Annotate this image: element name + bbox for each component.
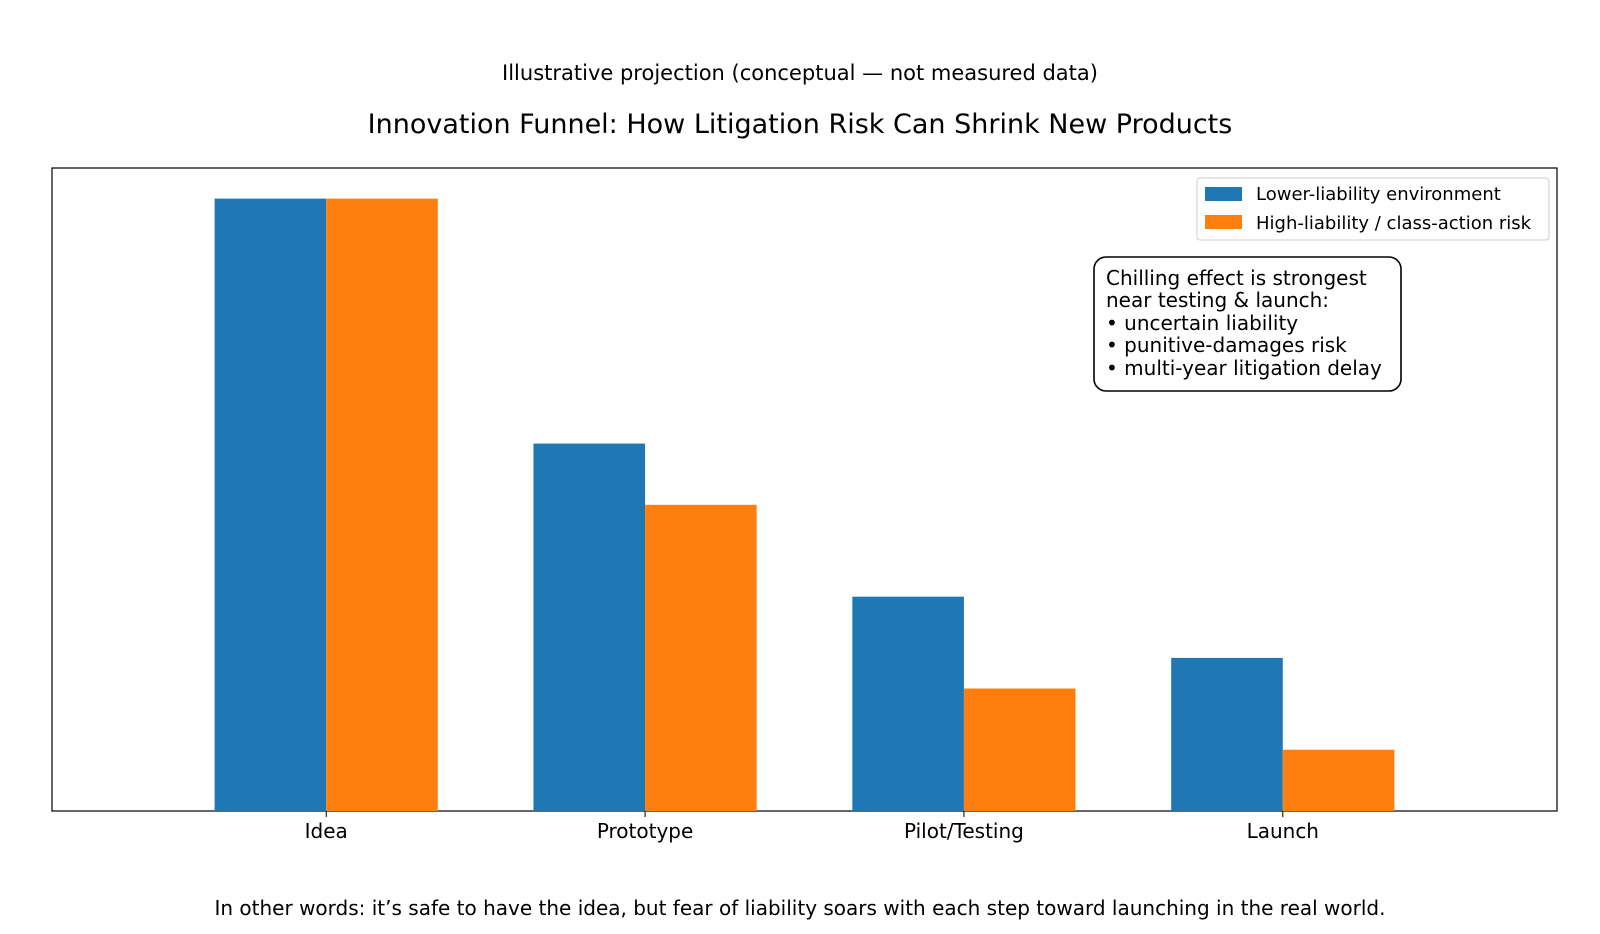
bar-launch-high-liability bbox=[1282, 749, 1395, 811]
chart-title: Innovation Funnel: How Litigation Risk C… bbox=[368, 109, 1233, 140]
legend-swatch-lower-liability bbox=[1205, 187, 1242, 201]
x-tick-label: Idea bbox=[305, 819, 348, 843]
legend-frame bbox=[1196, 177, 1550, 241]
legend-label-lower-liability: Lower-liability environment bbox=[1256, 184, 1501, 205]
legend: Lower-liability environment High-liabili… bbox=[1196, 177, 1550, 241]
x-tick-label: Prototype bbox=[597, 819, 693, 843]
x-axis-ticks: Idea Prototype Pilot/Testing Launch bbox=[305, 811, 1319, 843]
annotation-line-1: Chilling effect is strongest bbox=[1106, 266, 1367, 290]
legend-label-high-liability: High-liability / class-action risk bbox=[1256, 213, 1532, 234]
annotation-box: Chilling effect is strongest near testin… bbox=[1093, 256, 1402, 392]
chart-subtitle: Illustrative projection (conceptual — no… bbox=[502, 61, 1098, 85]
bar-pilot-testing-high-liability bbox=[963, 688, 1076, 811]
annotation-line-4: • punitive-damages risk bbox=[1106, 333, 1347, 357]
annotation-line-3: • uncertain liability bbox=[1106, 311, 1298, 335]
x-tick-label: Launch bbox=[1247, 819, 1319, 843]
bar-idea-high-liability bbox=[326, 198, 438, 811]
legend-swatch-high-liability bbox=[1205, 215, 1242, 229]
bar-prototype-lower-liability bbox=[533, 443, 646, 811]
bar-idea-lower-liability bbox=[214, 198, 327, 811]
chart-footnote: In other words: it’s safe to have the id… bbox=[215, 896, 1386, 920]
annotation-frame bbox=[1093, 256, 1402, 392]
bar-pilot-testing-lower-liability bbox=[852, 596, 964, 811]
annotation-line-5: • multi-year litigation delay bbox=[1106, 356, 1382, 380]
bar-launch-lower-liability bbox=[1171, 657, 1283, 811]
bar-prototype-high-liability bbox=[645, 504, 757, 811]
x-tick-label: Pilot/Testing bbox=[904, 819, 1024, 843]
annotation-line-2: near testing & launch: bbox=[1106, 288, 1329, 312]
bars-group bbox=[214, 198, 1395, 811]
